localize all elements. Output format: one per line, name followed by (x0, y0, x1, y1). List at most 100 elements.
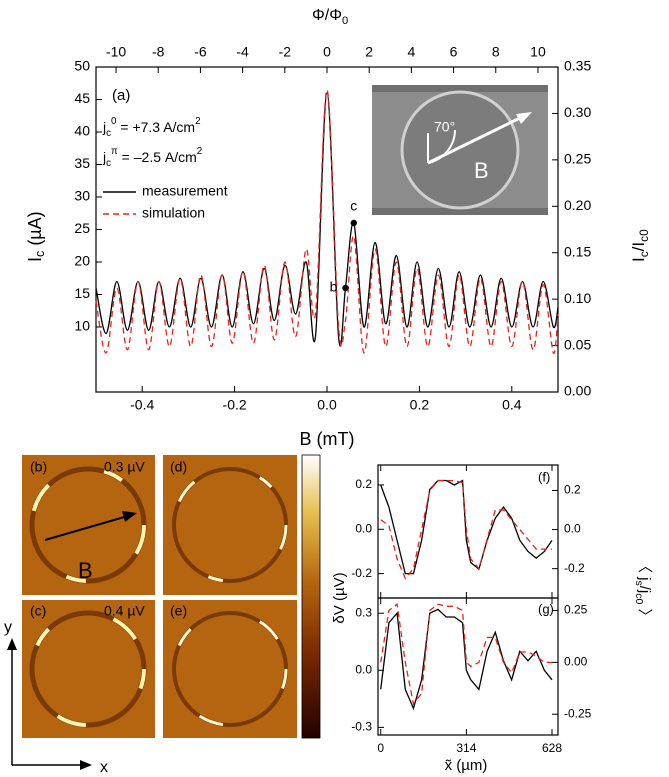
y-tick-label: 0.20 (564, 197, 591, 213)
map-note: 0.3 µV (104, 459, 145, 475)
x-tick-label: 314 (456, 741, 476, 755)
x-tick-label: 0.0 (317, 397, 337, 413)
label-part: 2 (195, 116, 200, 127)
marked-point (350, 219, 357, 227)
label-part: /I (629, 242, 648, 251)
x2-tick-label: 8 (492, 44, 500, 60)
label-part: π (111, 146, 118, 157)
data-line (95, 89, 559, 354)
x2-tick-label: 4 (407, 44, 415, 60)
y2-axis-title: Ic/Ic0 (629, 229, 651, 262)
map-b: (b) 0.3 µV B (22, 455, 155, 595)
panel-label: (b) (30, 459, 47, 475)
panel-label: (f) (538, 469, 550, 484)
x-tick-label: 0.4 (502, 397, 522, 413)
x-tick-label: 0.2 (410, 397, 430, 413)
x2-tick-label: -2 (279, 44, 292, 60)
y-tick-label: 0.0 (355, 662, 372, 676)
y-tick-label: 0.2 (564, 483, 581, 497)
angle-label: 70° (434, 119, 455, 135)
map-note: 0.4 µV (104, 603, 145, 619)
x-tick-label: -0.2 (223, 397, 247, 413)
x-tick-label: 628 (542, 741, 562, 755)
y-axis-title: Ic (µA) (25, 211, 48, 262)
inset-photo: 70° B (372, 85, 548, 215)
data-line (380, 603, 552, 706)
panel-label: (g) (538, 601, 554, 616)
annotation: jc0 = +7.3 A/cm2 (102, 116, 201, 139)
map-e: (e) (163, 600, 297, 738)
panel-label: (a) (112, 87, 130, 104)
label-part: (µA) (25, 211, 45, 250)
x2-tick-label: -8 (152, 44, 165, 60)
y-tick-label: 25 (74, 220, 90, 236)
x2-tick-label: -6 (194, 44, 207, 60)
label-part: j (102, 149, 106, 165)
point-label: b (330, 279, 338, 295)
point-label: c (350, 198, 357, 214)
label-part: 〉 (636, 604, 653, 623)
y-tick-label: 40 (74, 123, 90, 139)
y-tick-label: 0.05 (564, 336, 591, 352)
label-part: c (637, 251, 651, 257)
y-tick-label: 0.2 (355, 477, 372, 491)
axis-arrow-label: x (100, 759, 108, 776)
label-part: c0 (637, 229, 651, 242)
label-part: c (106, 158, 111, 169)
y-tick-label: 50 (74, 58, 90, 74)
y-tick-label: 0.10 (564, 290, 591, 306)
y-tick-label: 0.3 (355, 605, 372, 619)
panel-label: (e) (170, 603, 187, 619)
y-tick-label: -0.3 (351, 720, 372, 734)
data-line (380, 479, 553, 575)
label-part: c0 (633, 593, 645, 604)
label-part: 〈 j (636, 558, 653, 581)
y2-axis-title: 〈 js/jc0 〉 (633, 558, 653, 624)
y-tick-label: 0.00 (564, 655, 588, 669)
label-part: = –2.5 A/cm (118, 149, 197, 165)
legend-label: measurement (142, 183, 228, 199)
y-tick-label: 0.25 (564, 603, 588, 617)
label-part: 0 (342, 15, 348, 27)
x-tick-label: -0.4 (130, 397, 154, 413)
label-part: = +7.3 A/cm (116, 119, 195, 135)
y-tick-label: 0.00 (564, 383, 591, 399)
y-tick-label: -0.2 (564, 561, 585, 575)
label-part: c (33, 251, 47, 257)
x-axis-title: x̃ (µm) (445, 757, 488, 774)
panel-label: (c) (30, 603, 46, 619)
label-part: j (102, 119, 106, 135)
y-tick-label: 0.30 (564, 104, 591, 120)
y-axis-title: δV (µV) (331, 572, 348, 623)
annotation: jcπ = –2.5 A/cm2 (102, 146, 202, 169)
y-tick-label: -0.2 (351, 566, 372, 580)
marked-point (342, 284, 349, 292)
axis-arrow-label: y (4, 619, 12, 636)
y-tick-label: 0.15 (564, 243, 591, 259)
label-part: 0 (111, 116, 117, 127)
data-line (380, 608, 553, 711)
x2-tick-label: -4 (236, 44, 249, 60)
data-line (380, 479, 552, 580)
y-tick-label: 0.0 (355, 521, 372, 535)
label-part: I (25, 257, 45, 262)
label-part: I (629, 257, 648, 262)
x2-tick-label: -10 (106, 44, 126, 60)
map-c: (c) 0.4 µV (22, 600, 155, 738)
y-tick-label: 30 (74, 188, 90, 204)
map-d: (d) (163, 455, 297, 595)
x-tick-label: 0 (377, 741, 384, 755)
label-part: s (633, 581, 645, 586)
label-part: 2 (197, 146, 202, 157)
x-axis-title: B (mT) (300, 429, 355, 449)
y-tick-label: 0.25 (564, 151, 591, 167)
x2-tick-label: 2 (365, 44, 373, 60)
y-tick-label: 10 (74, 318, 90, 334)
y-tick-label: 15 (74, 285, 90, 301)
y-tick-label: 0.0 (564, 522, 581, 536)
x2-tick-label: 10 (530, 44, 546, 60)
x2-tick-label: 6 (450, 44, 458, 60)
y-tick-label: 35 (74, 155, 90, 171)
panel-label: (d) (170, 459, 187, 475)
